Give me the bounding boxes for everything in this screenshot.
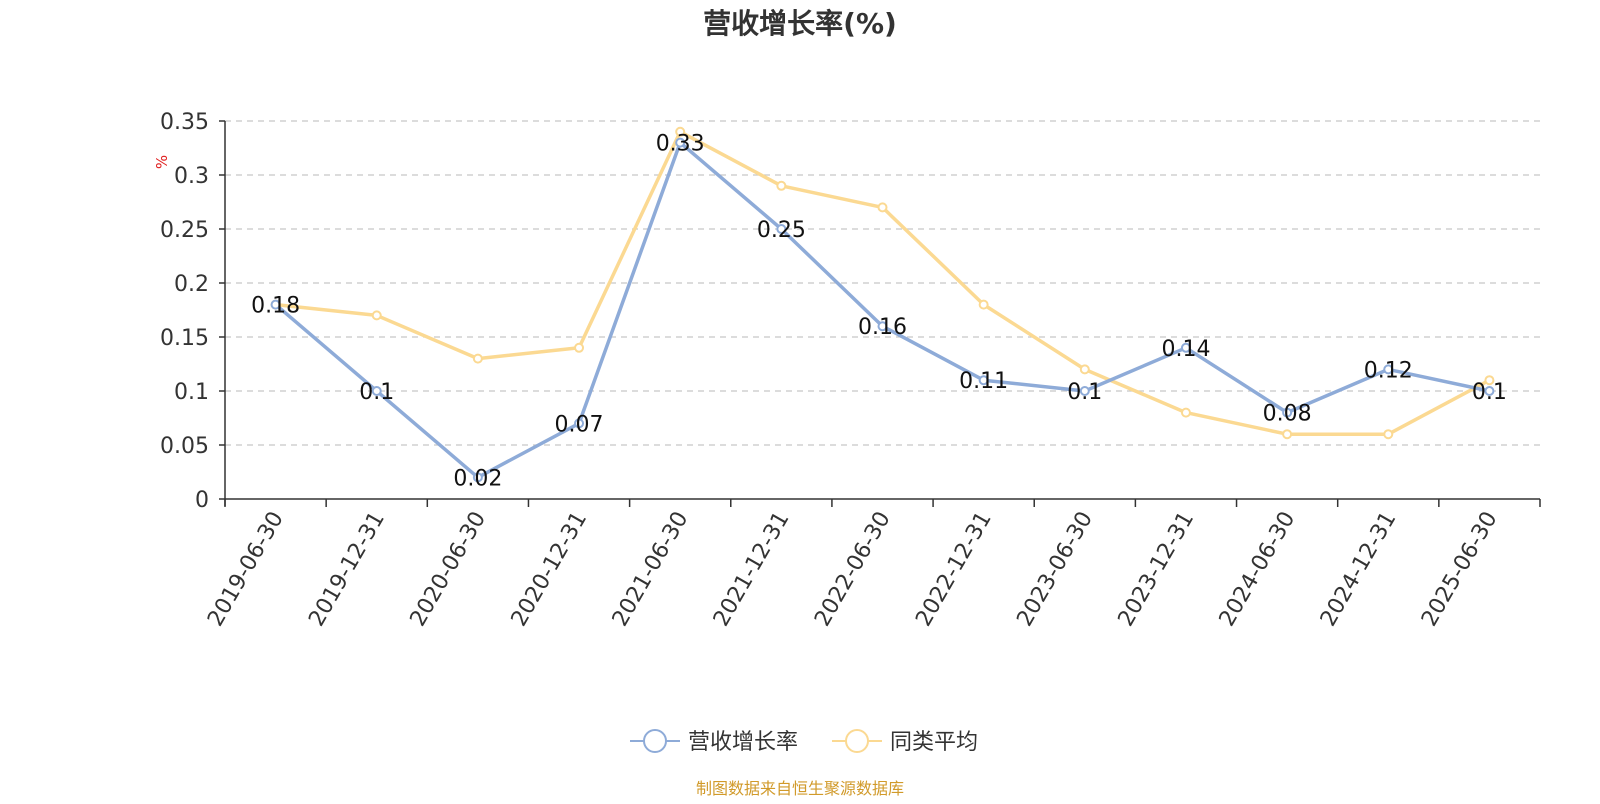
y-tick-label: 0.15 [160, 326, 209, 351]
grid-lines [225, 120, 1540, 446]
legend[interactable]: 营收增长率 同类平均 [630, 729, 978, 755]
legend-label: 营收增长率 [688, 730, 798, 755]
y-tick-label: 0.05 [160, 434, 209, 459]
x-tick-label: 2025-06-30 [1417, 508, 1503, 631]
y-tick-label: 0.1 [174, 380, 209, 405]
data-label: 0.1 [1472, 380, 1507, 405]
legend-marker [845, 729, 869, 753]
data-label: 0.07 [555, 412, 604, 437]
chart-title: 营收增长率(%) [703, 7, 897, 40]
legend-marker [643, 729, 667, 753]
x-tick-label: 2021-06-30 [608, 508, 694, 631]
data-label: 0.25 [757, 218, 806, 243]
data-point-1 [1180, 407, 1191, 418]
data-point-0 [1383, 364, 1394, 375]
data-point-0 [574, 418, 585, 429]
y-tick-label: 0.2 [174, 272, 209, 297]
data-label: 0.11 [959, 369, 1008, 394]
x-tick-label: 2021-12-31 [709, 508, 795, 631]
x-tick-label: 2020-06-30 [406, 508, 492, 631]
y-tick-label: 0 [195, 488, 209, 513]
data-label: 0.33 [656, 132, 705, 157]
y-tick-label: 0.35 [160, 110, 209, 135]
x-tick-label: 2019-06-30 [203, 508, 289, 631]
legend-item-0[interactable]: 营收增长率 [630, 729, 798, 755]
data-point-0 [978, 375, 989, 386]
data-point-1 [776, 180, 787, 191]
data-point-1 [877, 202, 888, 213]
data-point-1 [1383, 429, 1394, 440]
x-tick-label: 2023-06-30 [1012, 508, 1098, 631]
axes: 0 0.05 0.1 0.15 0.2 0.25 0.3 0.35 2019-06-30 2019… [160, 110, 1541, 631]
legend-item-1[interactable]: 同类平均 [832, 729, 978, 755]
data-point-1 [574, 342, 585, 353]
data-point-0 [1484, 386, 1495, 396]
x-tick-label: 2022-12-31 [911, 507, 997, 630]
data-point-0 [270, 299, 281, 310]
data-point-0 [1079, 386, 1090, 396]
data-point-0 [776, 224, 787, 234]
data-point-1 [978, 299, 989, 310]
y-tick-label: 0.25 [160, 218, 209, 243]
x-tick-label: 2020-12-31 [507, 508, 593, 631]
data-point-0 [877, 321, 888, 332]
x-tick-label: 2022-06-30 [810, 508, 896, 631]
data-labels: 0.18 0.1 0.02 0.07 0.33 0.25 0.16 0.11 0.1 0.14 0.… [251, 132, 1507, 492]
data-point-0 [675, 137, 686, 148]
x-tick-label: 2023-12-31 [1114, 508, 1200, 631]
data-label: 0.08 [1263, 402, 1312, 427]
data-label: 0.02 [453, 466, 502, 491]
data-label: 0.12 [1364, 358, 1413, 383]
data-label: 0.18 [251, 294, 300, 319]
source-footer: 制图数据来自恒生聚源数据库 [696, 779, 904, 798]
data-point-0 [1282, 407, 1293, 418]
data-label: 0.16 [858, 315, 907, 340]
series-line-0 [274, 140, 1490, 480]
y-axis-unit: % [153, 155, 171, 169]
data-point-1 [675, 126, 686, 137]
data-point-0 [371, 386, 382, 396]
data-point-1 [1079, 364, 1090, 375]
legend-label: 同类平均 [890, 730, 978, 755]
x-tick-label: 2019-12-31 [304, 508, 390, 631]
data-point-0 [472, 472, 483, 483]
data-label: 0.1 [359, 380, 394, 405]
x-tick-label: 2024-12-31 [1316, 508, 1402, 631]
data-label: 0.14 [1161, 337, 1210, 362]
data-point-0 [1180, 342, 1191, 353]
data-point-1 [472, 353, 483, 364]
x-tick-label: 2024-06-30 [1215, 508, 1301, 631]
data-label: 0.1 [1067, 380, 1102, 405]
data-point-1 [1282, 429, 1293, 440]
data-point-1 [371, 310, 382, 321]
y-tick-label: 0.3 [174, 164, 209, 189]
series-lines [270, 126, 1495, 483]
data-point-1 [1484, 375, 1495, 386]
